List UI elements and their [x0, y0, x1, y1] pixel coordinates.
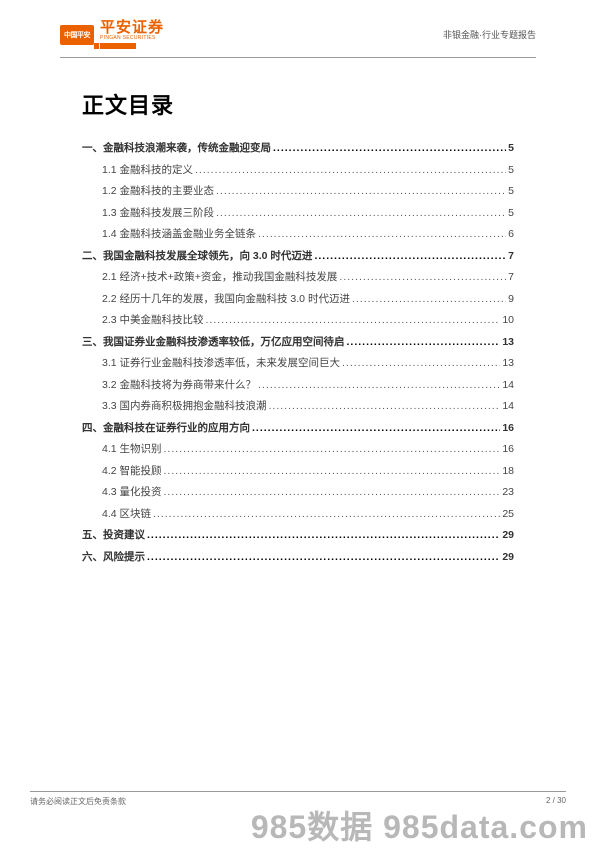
toc-label: 3.3 国内券商积极拥抱金融科技浪潮: [102, 396, 267, 418]
toc-leader-dots: [164, 482, 501, 504]
toc-leader-dots: [195, 160, 506, 182]
toc-leader-dots: [164, 461, 501, 483]
toc-row: 4.4 区块链 25: [82, 504, 514, 526]
toc-row: 4.2 智能投顾 18: [82, 461, 514, 483]
toc-row: 4.1 生物识别 16: [82, 439, 514, 461]
toc-row: 六、风险提示 29: [82, 547, 514, 569]
toc-label: 六、风险提示: [82, 547, 145, 569]
watermark: 985数据 985data.com: [251, 802, 588, 848]
toc-leader-dots: [147, 525, 500, 547]
toc-leader-dots: [339, 267, 506, 289]
toc-row: 三、我国证券业金融科技渗透率较低，万亿应用空间待启 13: [82, 332, 514, 354]
toc-leader-dots: [269, 396, 501, 418]
logo: 中国平安 平安证券 PINGAN SECURITIES: [60, 20, 164, 49]
toc-row: 1.3 金融科技发展三阶段 5: [82, 203, 514, 225]
toc-page-number: 18: [502, 461, 514, 483]
toc-label: 1.3 金融科技发展三阶段: [102, 203, 214, 225]
toc-label: 4.3 量化投资: [102, 482, 162, 504]
toc-row: 3.3 国内券商积极拥抱金融科技浪潮 14: [82, 396, 514, 418]
toc-row: 一、金融科技浪潮来袭，传统金融迎变局 5: [82, 138, 514, 160]
toc-label: 4.1 生物识别: [102, 439, 162, 461]
toc-label: 三、我国证券业金融科技渗透率较低，万亿应用空间待启: [82, 332, 345, 354]
toc-page-number: 10: [502, 310, 514, 332]
toc-row: 四、金融科技在证券行业的应用方向 16: [82, 418, 514, 440]
toc-label: 4.2 智能投顾: [102, 461, 162, 483]
toc-leader-dots: [273, 138, 506, 160]
toc-page-number: 16: [502, 439, 514, 461]
toc-leader-dots: [164, 439, 501, 461]
toc-page-number: 7: [508, 246, 514, 268]
toc-page-number: 16: [502, 418, 514, 440]
logo-underline: [100, 43, 136, 49]
toc-label: 二、我国金融科技发展全球领先，向 3.0 时代迈进: [82, 246, 312, 268]
toc-leader-dots: [314, 246, 506, 268]
logo-sub-text: PINGAN SECURITIES: [100, 36, 164, 41]
toc-leader-dots: [216, 181, 506, 203]
toc-label: 3.1 证券行业金融科技渗透率低，未来发展空间巨大: [102, 353, 340, 375]
toc-row: 1.4 金融科技涵盖金融业务全链条 6: [82, 224, 514, 246]
footer-disclaimer: 请务必阅读正文后免责条款: [30, 796, 126, 807]
content-area: 正文目录 一、金融科技浪潮来袭，传统金融迎变局 51.1 金融科技的定义 51.…: [30, 58, 566, 568]
toc-page-number: 5: [508, 138, 514, 160]
toc-page-number: 5: [508, 181, 514, 203]
toc-row: 3.2 金融科技将为券商带来什么？ 14: [82, 375, 514, 397]
logo-badge: 中国平安: [60, 25, 94, 45]
toc-page-number: 14: [502, 375, 514, 397]
toc-page-number: 25: [502, 504, 514, 526]
toc-page-number: 9: [508, 289, 514, 311]
toc-row: 2.1 经济+技术+政策+资金，推动我国金融科技发展 7: [82, 267, 514, 289]
toc-leader-dots: [258, 224, 506, 246]
toc-leader-dots: [147, 547, 500, 569]
toc-label: 2.3 中美金融科技比较: [102, 310, 204, 332]
logo-main-text: 平安证券: [100, 20, 164, 35]
toc-page-number: 29: [502, 525, 514, 547]
toc-page-number: 13: [502, 353, 514, 375]
toc-leader-dots: [342, 353, 500, 375]
toc-page-number: 14: [502, 396, 514, 418]
toc-page-number: 6: [508, 224, 514, 246]
toc-row: 2.3 中美金融科技比较 10: [82, 310, 514, 332]
toc-label: 1.2 金融科技的主要业态: [102, 181, 214, 203]
toc-row: 4.3 量化投资 23: [82, 482, 514, 504]
toc-row: 1.2 金融科技的主要业态 5: [82, 181, 514, 203]
toc-leader-dots: [206, 310, 501, 332]
toc-row: 2.2 经历十几年的发展，我国向金融科技 3.0 时代迈进 9: [82, 289, 514, 311]
toc-label: 1.1 金融科技的定义: [102, 160, 193, 182]
toc-list: 一、金融科技浪潮来袭，传统金融迎变局 51.1 金融科技的定义 51.2 金融科…: [82, 138, 514, 568]
toc-label: 3.2 金融科技将为券商带来什么？: [102, 375, 256, 397]
toc-leader-dots: [252, 418, 500, 440]
toc-row: 五、投资建议 29: [82, 525, 514, 547]
toc-label: 五、投资建议: [82, 525, 145, 547]
toc-page-number: 13: [502, 332, 514, 354]
toc-label: 2.1 经济+技术+政策+资金，推动我国金融科技发展: [102, 267, 337, 289]
toc-leader-dots: [153, 504, 500, 526]
toc-page-number: 5: [508, 160, 514, 182]
toc-leader-dots: [258, 375, 500, 397]
toc-leader-dots: [347, 332, 501, 354]
toc-label: 1.4 金融科技涵盖金融业务全链条: [102, 224, 256, 246]
toc-label: 4.4 区块链: [102, 504, 151, 526]
toc-row: 3.1 证券行业金融科技渗透率低，未来发展空间巨大 13: [82, 353, 514, 375]
toc-label: 2.2 经历十几年的发展，我国向金融科技 3.0 时代迈进: [102, 289, 350, 311]
header-category: 非银金融·行业专题报告: [443, 28, 536, 41]
toc-label: 四、金融科技在证券行业的应用方向: [82, 418, 250, 440]
toc-label: 一、金融科技浪潮来袭，传统金融迎变局: [82, 138, 271, 160]
toc-row: 1.1 金融科技的定义 5: [82, 160, 514, 182]
page-header: 中国平安 平安证券 PINGAN SECURITIES 非银金融·行业专题报告: [60, 0, 536, 58]
toc-page-number: 23: [502, 482, 514, 504]
toc-title: 正文目录: [82, 88, 514, 120]
toc-leader-dots: [216, 203, 506, 225]
toc-page-number: 29: [502, 547, 514, 569]
toc-row: 二、我国金融科技发展全球领先，向 3.0 时代迈进 7: [82, 246, 514, 268]
toc-leader-dots: [352, 289, 506, 311]
toc-page-number: 5: [508, 203, 514, 225]
toc-page-number: 7: [508, 267, 514, 289]
